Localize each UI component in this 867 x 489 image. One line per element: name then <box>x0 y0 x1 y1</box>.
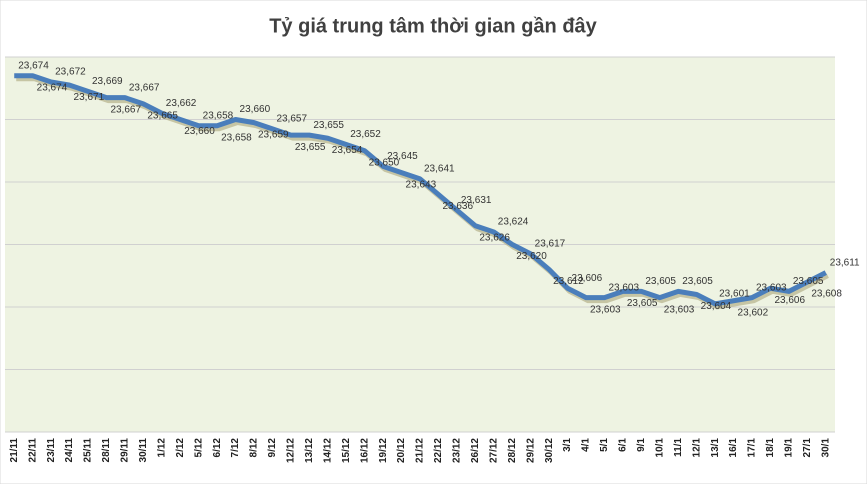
data-label: 23,620 <box>516 251 547 262</box>
x-tick-label: 24/11 <box>64 438 75 463</box>
x-tick-label: 12/12 <box>286 438 297 463</box>
x-tick-label: 19/1 <box>784 438 795 458</box>
data-label: 23,652 <box>350 129 381 140</box>
data-label: 23,655 <box>313 120 344 131</box>
data-label: 23,602 <box>738 307 769 318</box>
data-label: 23,641 <box>424 164 455 175</box>
x-tick-label: 6/1 <box>618 438 629 452</box>
x-tick-label: 30/11 <box>138 438 149 463</box>
x-tick-label: 15/12 <box>341 438 352 463</box>
series-line <box>14 73 827 307</box>
x-tick-label: 9/12 <box>267 438 278 458</box>
x-tick-label: 25/11 <box>83 438 94 463</box>
data-label: 23,604 <box>701 301 732 312</box>
data-label: 23,645 <box>387 151 418 162</box>
x-tick-label: 1/12 <box>156 438 167 458</box>
data-label: 23,662 <box>166 98 197 109</box>
data-label: 23,669 <box>92 76 123 87</box>
x-tick-label: 21/12 <box>415 438 426 463</box>
data-label: 23,605 <box>682 276 713 287</box>
x-tick-label: 17/1 <box>747 438 758 458</box>
data-label: 23,617 <box>535 239 566 250</box>
x-tick-label: 26/12 <box>470 438 481 463</box>
data-label: 23,605 <box>645 276 676 287</box>
x-tick-label: 12/1 <box>691 438 702 458</box>
data-label: 23,603 <box>664 304 695 315</box>
data-label: 23,667 <box>110 104 141 115</box>
data-label: 23,655 <box>295 142 326 153</box>
data-label: 23,606 <box>774 295 805 306</box>
x-tick-label: 5/1 <box>599 438 610 452</box>
x-tick-label: 30/12 <box>544 438 555 463</box>
x-tick-label: 4/1 <box>581 438 592 452</box>
x-tick-label: 16/12 <box>359 438 370 463</box>
data-label: 23,665 <box>147 111 178 122</box>
data-label: 23,603 <box>590 304 621 315</box>
data-label: 23,667 <box>129 82 160 93</box>
data-label: 23,605 <box>793 276 824 287</box>
data-label: 23,660 <box>184 126 215 137</box>
data-label: 23,636 <box>442 201 473 212</box>
x-tick-label: 22/11 <box>27 438 38 463</box>
data-label: 23,603 <box>756 282 787 293</box>
x-tick-label: 19/12 <box>378 438 389 463</box>
data-label: 23,658 <box>203 110 234 121</box>
x-tick-label: 11/1 <box>673 438 684 457</box>
x-tick-label: 18/1 <box>765 438 776 458</box>
data-label: 23,611 <box>830 257 860 268</box>
x-tick-label: 8/12 <box>249 438 260 458</box>
x-tick-label: 30/1 <box>820 438 831 458</box>
data-label: 23,631 <box>461 195 492 206</box>
data-label: 23,606 <box>572 273 603 284</box>
data-label: 23,672 <box>55 67 86 78</box>
x-tick-label: 3/1 <box>562 438 573 452</box>
data-label: 23,671 <box>74 92 105 103</box>
x-tick-label: 28/11 <box>101 438 112 463</box>
x-tick-label: 14/12 <box>322 438 333 463</box>
x-tick-label: 5/12 <box>193 438 204 458</box>
x-tick-label: 13/12 <box>304 438 315 463</box>
x-tick-label: 10/1 <box>654 438 665 458</box>
x-tick-label: 28/12 <box>507 438 518 463</box>
data-label: 23,605 <box>627 298 658 309</box>
data-label: 23,660 <box>240 104 271 115</box>
data-label: 23,601 <box>719 289 750 300</box>
data-label: 23,603 <box>608 282 639 293</box>
x-tick-label: 27/1 <box>802 438 813 458</box>
data-label: 23,650 <box>369 157 400 168</box>
x-tick-label: 29/11 <box>120 438 131 463</box>
x-tick-label: 6/12 <box>212 438 223 458</box>
x-tick-label: 21/11 <box>9 438 20 463</box>
data-label: 23,608 <box>811 289 842 300</box>
chart-title: Tỷ giá trung tâm thời gian gần đây <box>269 15 597 37</box>
data-label: 23,612 <box>553 276 584 287</box>
data-label: 23,626 <box>479 232 510 243</box>
data-label: 23,659 <box>258 129 289 140</box>
x-tick-label: 29/12 <box>525 438 536 463</box>
data-label: 23,643 <box>406 179 437 190</box>
data-label: 23,658 <box>221 132 252 143</box>
data-label: 23,624 <box>498 217 529 228</box>
x-tick-label: 23/11 <box>46 438 57 463</box>
x-tick-label: 2/12 <box>175 438 186 458</box>
x-tick-label: 23/12 <box>452 438 463 463</box>
x-tick-label: 13/1 <box>710 438 721 458</box>
x-tick-label: 20/12 <box>396 438 407 463</box>
data-label: 23,674 <box>18 60 49 71</box>
x-tick-label: 16/1 <box>728 438 739 458</box>
data-label: 23,654 <box>332 145 363 156</box>
data-label: 23,674 <box>37 82 68 93</box>
x-tick-label: 9/1 <box>636 438 647 452</box>
x-tick-label: 27/12 <box>488 438 499 463</box>
x-tick-label: 22/12 <box>433 438 444 463</box>
x-tick-label: 7/12 <box>230 438 241 458</box>
data-label: 23,657 <box>276 114 307 125</box>
